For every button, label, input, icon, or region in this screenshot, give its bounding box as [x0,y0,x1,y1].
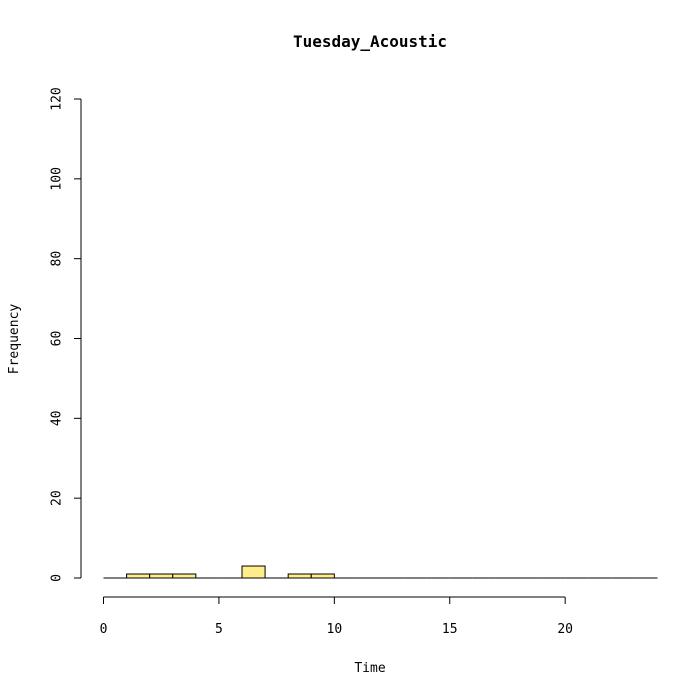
y-tick-label: 0 [50,574,65,582]
x-axis: 0 5 10 15 20 [100,596,573,637]
histogram-bar [310,573,335,579]
y-axis: 0 20 40 60 80 100 120 [50,87,82,582]
x-tick-label: 15 [442,622,458,637]
y-tick-label: 80 [50,251,65,267]
y-tick-label: 20 [50,490,65,506]
y-tick-label: 100 [50,167,65,190]
y-axis-label: Frequency [7,304,22,375]
x-tick-label: 0 [100,622,108,637]
x-tick-label: 10 [327,622,343,637]
histogram-bar [172,573,197,579]
chart-title: Tuesday_Acoustic [293,32,447,51]
histogram-bar [126,573,151,579]
y-tick-label: 120 [50,87,65,110]
histogram-bar [241,565,266,579]
x-axis-label: Time [354,661,385,676]
histogram-bars [103,565,658,579]
x-tick-label: 20 [557,622,573,637]
histogram-bar [149,573,174,579]
x-tick-label: 5 [215,622,223,637]
y-tick-label: 40 [50,411,65,427]
y-tick-label: 60 [50,331,65,347]
histogram-bar [287,573,312,579]
